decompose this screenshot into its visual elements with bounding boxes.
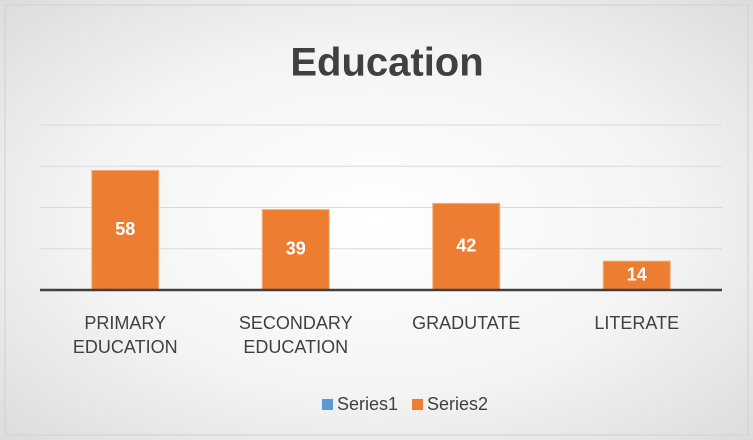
data-label: 42 — [456, 235, 476, 255]
bar — [432, 202, 501, 291]
legend-label: Series1 — [337, 394, 398, 414]
chart-title: Education — [290, 41, 483, 85]
legend-swatch — [322, 399, 333, 410]
data-label: 39 — [286, 239, 306, 259]
x-tick-label: GRADUTATE — [412, 313, 521, 333]
bar — [91, 169, 160, 291]
data-label: 14 — [627, 264, 647, 284]
legend-label: Series2 — [427, 394, 488, 414]
legend-swatch — [412, 399, 424, 410]
data-label: 58 — [115, 219, 135, 239]
x-tick-label: PRIMARY EDUCATION — [72, 313, 178, 357]
bar — [602, 260, 671, 291]
x-tick-label: SECONDARY EDUCATION — [238, 313, 353, 357]
x-tick-label: LITERATE — [594, 313, 680, 333]
chart-border — [4, 4, 749, 436]
